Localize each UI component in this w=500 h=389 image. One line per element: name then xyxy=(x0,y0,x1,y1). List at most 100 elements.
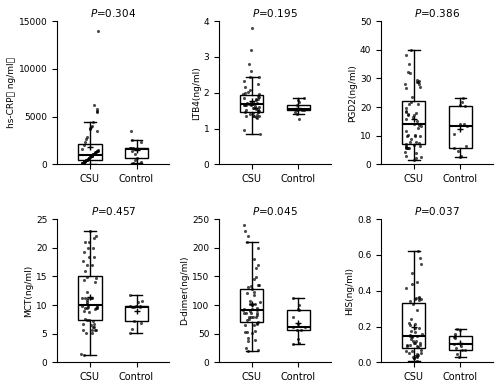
PathPatch shape xyxy=(287,105,310,110)
Point xyxy=(240,305,248,312)
Point xyxy=(240,222,248,228)
Point xyxy=(87,322,95,328)
Point xyxy=(126,292,134,298)
Point xyxy=(90,235,98,241)
Point xyxy=(138,298,146,304)
Point xyxy=(81,294,89,301)
Point xyxy=(249,314,257,320)
Point xyxy=(414,101,422,107)
Point xyxy=(88,294,96,301)
Point xyxy=(90,254,98,261)
Point xyxy=(414,294,422,300)
Y-axis label: HIS(ng/ml): HIS(ng/ml) xyxy=(345,267,354,315)
Point xyxy=(414,352,422,358)
Point xyxy=(247,283,255,289)
Point xyxy=(250,292,258,298)
Point xyxy=(94,106,102,112)
Point xyxy=(248,302,256,308)
Point xyxy=(78,303,86,309)
PathPatch shape xyxy=(125,148,148,158)
Point xyxy=(252,314,260,320)
Point xyxy=(295,106,303,112)
Point xyxy=(90,279,98,286)
Point xyxy=(245,314,253,320)
Point xyxy=(418,154,426,160)
Point xyxy=(244,338,252,344)
Point xyxy=(92,149,100,156)
Point xyxy=(247,310,255,316)
Point xyxy=(252,115,260,121)
Point xyxy=(130,157,138,163)
Point xyxy=(409,114,417,120)
Point xyxy=(252,336,260,343)
Point xyxy=(92,305,100,311)
Point xyxy=(90,324,98,330)
Point xyxy=(250,275,258,282)
Point xyxy=(458,99,466,105)
Point xyxy=(296,340,304,346)
Point xyxy=(248,99,256,105)
Point xyxy=(240,95,248,101)
Point xyxy=(407,47,415,53)
Point xyxy=(408,348,416,354)
Point xyxy=(80,316,88,322)
Point xyxy=(242,113,250,119)
Point xyxy=(248,306,256,312)
Point xyxy=(294,306,302,312)
Point xyxy=(243,317,251,324)
PathPatch shape xyxy=(448,106,472,148)
Point xyxy=(402,109,410,115)
Point xyxy=(83,317,91,323)
Point xyxy=(250,113,258,119)
Point xyxy=(78,160,86,166)
Point xyxy=(250,289,258,295)
Point xyxy=(256,299,264,305)
Y-axis label: D-dimer(ng/ml): D-dimer(ng/ml) xyxy=(180,256,190,326)
PathPatch shape xyxy=(125,306,148,321)
PathPatch shape xyxy=(78,276,102,320)
Point xyxy=(415,324,423,331)
Point xyxy=(130,146,138,152)
Point xyxy=(248,25,256,32)
Title: $\it{P}$=0.037: $\it{P}$=0.037 xyxy=(414,205,460,217)
Point xyxy=(80,159,88,165)
Point xyxy=(84,317,92,323)
Point xyxy=(410,340,418,346)
Point xyxy=(242,329,250,336)
Point xyxy=(84,274,92,280)
Point xyxy=(254,106,262,112)
Point xyxy=(402,145,410,151)
Point xyxy=(456,154,464,160)
Point xyxy=(296,116,304,122)
Point xyxy=(256,94,264,100)
Point xyxy=(254,319,262,325)
Point xyxy=(93,302,101,308)
Point xyxy=(248,301,256,307)
Point xyxy=(416,143,424,149)
Point xyxy=(409,354,417,361)
Point xyxy=(78,160,86,166)
Point xyxy=(294,97,302,103)
Point xyxy=(254,109,262,115)
Point xyxy=(414,79,422,85)
Point xyxy=(241,84,249,90)
Point xyxy=(83,301,91,307)
Point xyxy=(417,123,425,130)
Point xyxy=(289,340,297,347)
Point xyxy=(78,350,86,357)
Point xyxy=(248,102,256,108)
Point xyxy=(406,350,413,356)
Point xyxy=(300,95,308,101)
Point xyxy=(450,131,458,137)
Point xyxy=(93,108,101,114)
Point xyxy=(288,314,296,320)
Point xyxy=(416,261,424,267)
Point xyxy=(410,340,418,347)
Point xyxy=(126,128,134,135)
Point xyxy=(416,342,424,348)
Point xyxy=(82,133,90,140)
Point xyxy=(246,99,254,105)
Point xyxy=(240,78,248,84)
Point xyxy=(86,308,94,315)
Point xyxy=(293,327,301,333)
